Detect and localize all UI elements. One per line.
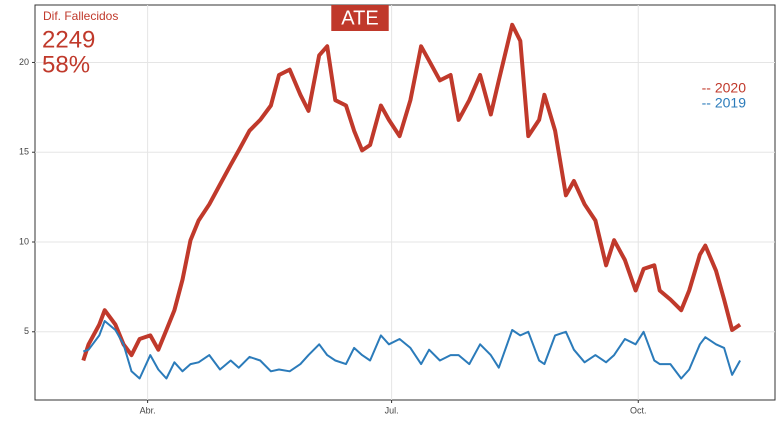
series-line — [82, 320, 741, 380]
panel — [34, 4, 776, 401]
y-tick-label: 10 — [19, 236, 29, 246]
y-tick-label: 20 — [19, 57, 29, 67]
y-tick-label: 15 — [19, 147, 29, 157]
x-tick-label: Oct. — [630, 405, 647, 415]
series-line — [81, 22, 742, 362]
annotation-percent: 58% — [42, 51, 90, 78]
legend-entry: -- 2019 — [702, 95, 747, 111]
x-tick-label: Jul. — [385, 405, 399, 415]
legend-entry: -- 2020 — [702, 80, 747, 96]
annotation-count: 2249 — [42, 26, 95, 53]
lines — [81, 22, 742, 380]
chart-title: ATE — [341, 7, 378, 29]
y-tick-label: 5 — [24, 326, 29, 336]
annotation-label: Dif. Fallecidos — [43, 9, 118, 23]
grid — [35, 5, 775, 400]
x-tick-label: Abr. — [140, 405, 156, 415]
title-box — [331, 5, 389, 31]
